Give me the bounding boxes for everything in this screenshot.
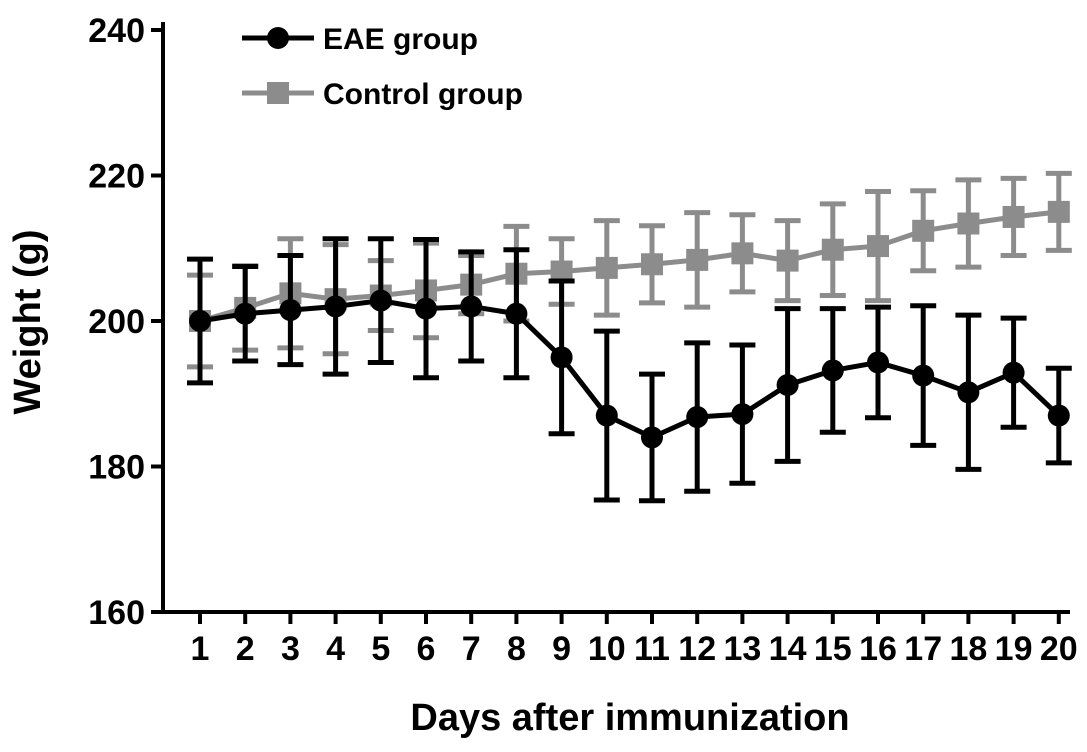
data-point [821,238,844,261]
x-tick-label: 6 [417,630,436,668]
data-point [189,310,211,332]
y-tick-label: 240 [88,12,145,50]
x-tick-label: 3 [281,630,300,668]
data-point [595,404,618,427]
data-point [460,295,483,318]
data-point [595,256,618,279]
x-tick-label: 5 [371,630,390,668]
data-point [415,297,437,320]
y-tick-label: 160 [88,594,145,632]
data-point [731,242,754,265]
data-point [912,219,935,242]
series-layer [187,170,1072,504]
data-point [279,299,302,322]
x-tick-label: 18 [949,630,987,668]
x-tick-label: 7 [462,630,481,668]
data-point [550,260,573,283]
data-point [686,406,709,429]
data-point [957,212,980,235]
legend-marker [267,82,289,104]
x-tick-label: 17 [904,630,942,668]
y-tick-label: 220 [88,158,145,196]
x-tick-label: 16 [859,630,897,668]
x-tick-label: 15 [814,630,852,668]
y-tick-label: 200 [88,303,145,341]
series-control-group [187,170,1072,370]
data-point [957,381,980,404]
data-point [867,235,889,258]
y-tick-label: 180 [88,449,145,487]
data-point [550,346,573,369]
y-axis-ticks: 160 180 200 220 240 [88,12,163,632]
axes [161,22,1070,614]
legend-item-control-group: Control group [242,78,523,111]
data-point [686,248,709,271]
data-point [641,426,663,449]
data-point [776,374,799,397]
legend-marker [267,27,289,49]
x-tick-label: 2 [236,630,255,668]
x-tick-label: 1 [191,630,210,668]
data-point [505,302,528,325]
x-tick-label: 19 [995,630,1033,668]
data-point [912,364,935,387]
data-point [821,359,844,382]
data-point [1002,205,1025,228]
x-tick-label: 4 [326,630,345,668]
x-tick-label: 10 [588,630,626,668]
x-tick-label: 12 [678,630,716,668]
data-point [324,295,347,318]
data-point [867,351,889,374]
x-axis-ticks: 1 2 3 4 5 6 7 8 9 10 11 12 13 14 15 16 17 18 19 20 [191,612,1078,668]
x-axis-title: Days after immunization [410,697,849,739]
legend: EAE group Control group [242,23,523,111]
data-point [1047,404,1070,427]
x-tick-label: 11 [634,630,670,668]
x-tick-label: 20 [1040,630,1078,668]
y-axis-title: Weight (g) [7,229,49,414]
data-point [234,302,257,325]
data-point [1047,200,1070,223]
data-point [641,253,663,276]
legend-item-eae-group: EAE group [242,23,478,56]
data-point [776,249,799,272]
data-point [1002,361,1025,384]
x-tick-label: 9 [552,630,571,668]
x-tick-label: 8 [507,630,526,668]
legend-label: EAE group [323,23,478,56]
legend-label: Control group [323,78,523,111]
series-eae-group [187,236,1072,504]
data-point [369,289,392,312]
x-tick-label: 13 [723,630,761,668]
data-point [731,403,754,426]
x-tick-label: 14 [769,630,807,668]
